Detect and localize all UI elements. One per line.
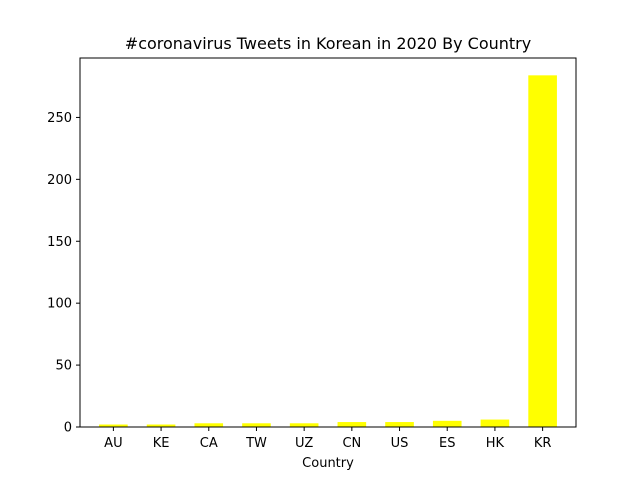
y-axis-ticks: 0 50 100 150 200 250 <box>47 111 80 436</box>
bar-es <box>432 420 462 427</box>
plot-frame <box>79 57 577 428</box>
bar-tw <box>242 423 271 427</box>
y-tick-label: 250 <box>47 111 72 126</box>
bar-uz <box>289 423 319 427</box>
x-tick-label: CN <box>342 436 361 451</box>
x-tick-label: US <box>391 436 409 451</box>
x-tick-label: CA <box>200 436 218 451</box>
x-tick-label: AU <box>104 436 122 451</box>
y-tick-label: 150 <box>47 235 72 250</box>
bar-cn <box>337 422 367 427</box>
bar-ca <box>194 423 224 427</box>
x-axis-ticks: AU KE CA TW UZ CN US ES HK KR <box>104 427 551 451</box>
y-tick-label: 100 <box>47 297 72 312</box>
x-tick-label: KR <box>534 436 552 451</box>
bar-us <box>385 422 414 427</box>
x-tick-label: KE <box>153 436 170 451</box>
x-tick-label: UZ <box>295 436 313 451</box>
y-tick-label: 50 <box>55 359 72 374</box>
x-tick-label: HK <box>486 436 505 451</box>
bar-kr <box>528 75 557 427</box>
x-axis-label: Country <box>302 456 354 471</box>
y-tick-label: 200 <box>47 173 72 188</box>
chart-title: #coronavirus Tweets in Korean in 2020 By… <box>125 34 531 53</box>
bar-hk <box>480 419 510 427</box>
x-tick-label: ES <box>439 436 455 451</box>
x-tick-label: TW <box>245 436 267 451</box>
bar-au <box>99 424 128 427</box>
y-tick-label: 0 <box>64 421 72 436</box>
bar-ke <box>146 424 176 427</box>
bars-group <box>99 75 557 427</box>
